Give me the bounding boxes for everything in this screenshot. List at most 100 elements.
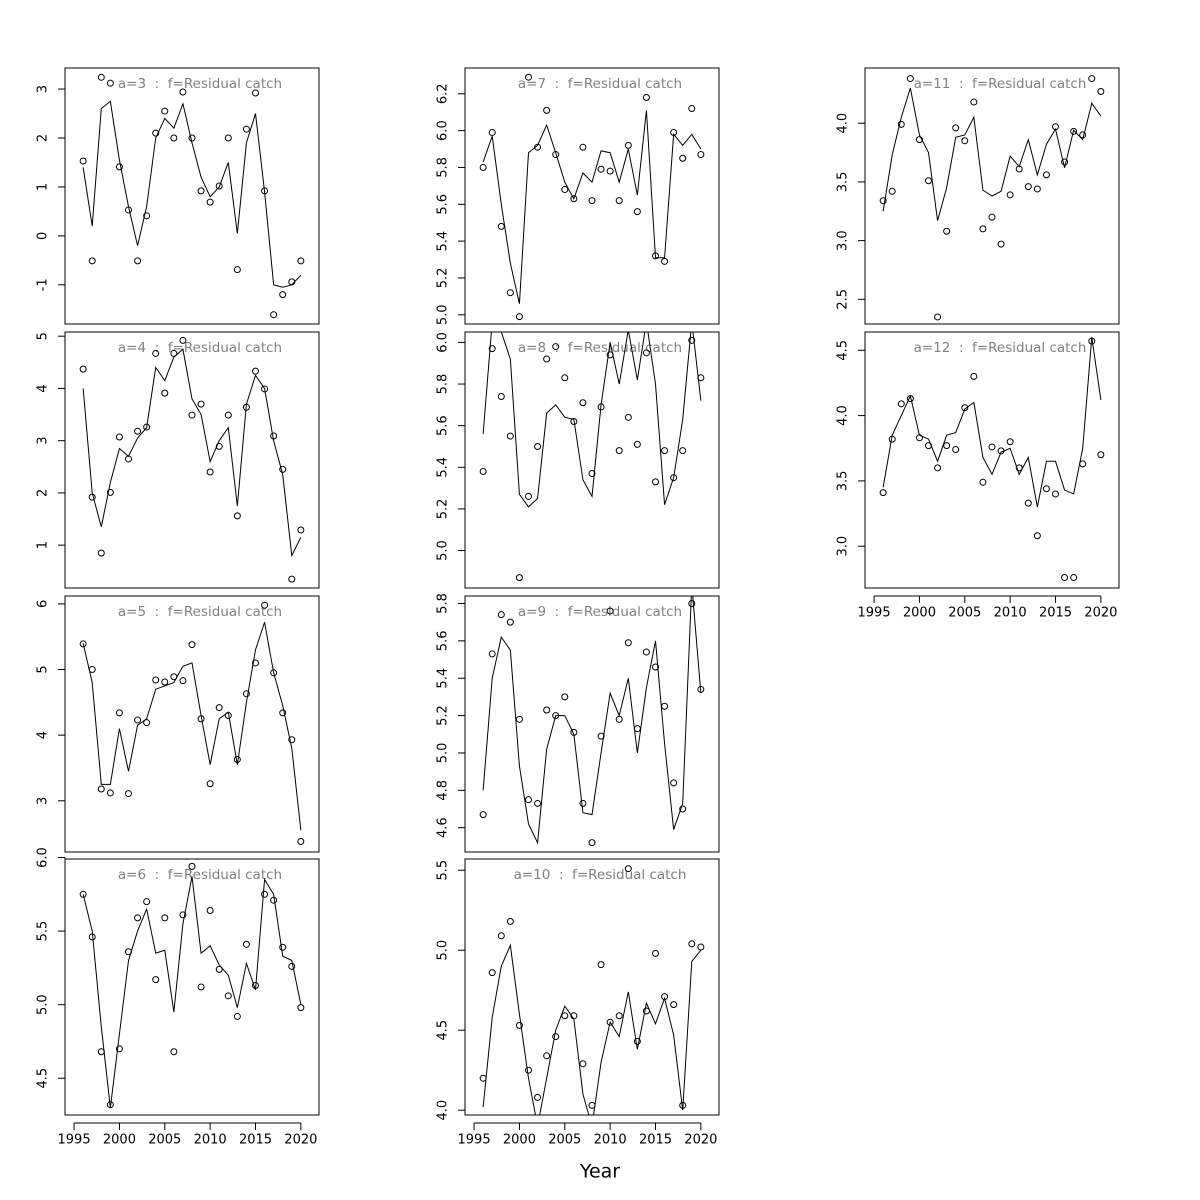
observed-point bbox=[1061, 158, 1069, 166]
observed-point bbox=[152, 129, 160, 137]
observed-point bbox=[152, 976, 160, 984]
observed-point bbox=[688, 105, 696, 113]
observed-point bbox=[1042, 171, 1050, 179]
y-tick-label: 5.2 bbox=[436, 499, 451, 520]
observed-point bbox=[188, 862, 196, 870]
observed-point bbox=[1097, 87, 1105, 95]
observed-point bbox=[1097, 451, 1105, 459]
observed-point bbox=[88, 257, 96, 265]
y-tick-label: 5.6 bbox=[436, 415, 451, 436]
observed-point bbox=[670, 779, 678, 787]
observed-point bbox=[188, 641, 196, 649]
x-tick-label: 2015 bbox=[639, 1133, 672, 1148]
observed-point bbox=[506, 289, 514, 297]
observed-point bbox=[161, 107, 169, 115]
observed-point bbox=[261, 601, 269, 609]
y-tick-label: 2 bbox=[36, 489, 51, 497]
observed-point bbox=[297, 837, 305, 845]
observed-point bbox=[661, 257, 669, 265]
panel: a=8 : f=Residual catch 5.0 5.2 5.4 5.6 5.8 6.0 bbox=[436, 331, 720, 589]
plot-area bbox=[479, 332, 705, 582]
y-tick-label: 6.0 bbox=[436, 120, 451, 141]
plot-area bbox=[879, 337, 1105, 582]
observed-point bbox=[125, 790, 132, 798]
observed-point bbox=[606, 1018, 614, 1026]
observed-point bbox=[206, 780, 214, 788]
panel: a=9 : f=Residual catch 4.6 4.8 5.0 5.2 5.4 5.6… bbox=[436, 593, 720, 853]
panel-title: a=3 : f=Residual catch bbox=[118, 76, 282, 92]
observed-point bbox=[642, 349, 650, 357]
observed-point bbox=[224, 992, 232, 1000]
x-tick-label: 2010 bbox=[594, 1133, 627, 1148]
observed-point bbox=[106, 79, 114, 87]
observed-point bbox=[297, 526, 305, 534]
observed-point bbox=[624, 413, 632, 421]
observed-point bbox=[652, 663, 659, 671]
y-tick-label: 4 bbox=[36, 731, 51, 739]
fitted-line bbox=[882, 337, 1102, 508]
observed-point bbox=[279, 465, 287, 473]
observed-point bbox=[1006, 438, 1014, 446]
observed-point bbox=[525, 492, 532, 500]
observed-point bbox=[79, 890, 87, 898]
observed-point bbox=[224, 411, 232, 419]
x-tick-label: 1995 bbox=[458, 1133, 491, 1148]
x-tick-label: 2010 bbox=[194, 1133, 227, 1148]
y-tick-label: 3.5 bbox=[836, 471, 851, 492]
observed-point bbox=[897, 120, 905, 128]
observed-point bbox=[570, 195, 578, 203]
x-tick-label: 1995 bbox=[858, 606, 891, 621]
y-tick-label: 4.8 bbox=[436, 780, 451, 801]
observed-point bbox=[633, 440, 641, 448]
x-tick-label: 2015 bbox=[239, 1133, 272, 1148]
observed-point bbox=[525, 796, 532, 804]
observed-point bbox=[1033, 185, 1041, 193]
observed-point bbox=[224, 134, 232, 142]
observed-point bbox=[197, 400, 205, 408]
observed-point bbox=[561, 1012, 569, 1020]
panel: a=12 : f=Residual catch 3.0 3.5 4.0 4.5 1995 2… bbox=[836, 331, 1120, 621]
y-tick-label: 5.8 bbox=[436, 374, 451, 395]
observed-point bbox=[497, 611, 505, 619]
panel-title: a=6 : f=Residual catch bbox=[118, 867, 282, 883]
y-tick-label: 1 bbox=[36, 541, 51, 549]
observed-point bbox=[988, 213, 996, 221]
observed-point bbox=[952, 446, 960, 454]
observed-point bbox=[642, 648, 650, 656]
observed-point bbox=[925, 177, 932, 185]
observed-point bbox=[288, 962, 296, 970]
observed-point bbox=[534, 799, 542, 807]
observed-point bbox=[661, 447, 669, 455]
plot-area bbox=[879, 75, 1105, 321]
fitted-line bbox=[482, 943, 702, 1115]
y-tick-label: 4.0 bbox=[836, 113, 851, 134]
panel: a=3 : f=Residual catch -1 0 1 2 3 bbox=[36, 67, 320, 325]
observed-point bbox=[624, 865, 632, 873]
observed-point bbox=[152, 349, 160, 357]
y-tick-label: 5.0 bbox=[436, 540, 451, 561]
observed-point bbox=[488, 969, 496, 977]
observed-point bbox=[915, 136, 923, 144]
observed-point bbox=[115, 709, 123, 717]
observed-point bbox=[179, 336, 187, 344]
observed-point bbox=[115, 1045, 123, 1053]
x-tick-label: 2020 bbox=[1084, 606, 1117, 621]
observed-point bbox=[979, 478, 987, 486]
observed-point bbox=[206, 468, 214, 476]
panel-title: a=4 : f=Residual catch bbox=[118, 340, 282, 356]
observed-point bbox=[988, 443, 996, 451]
observed-point bbox=[624, 639, 632, 647]
observed-point bbox=[679, 805, 687, 813]
observed-point bbox=[588, 470, 596, 478]
observed-point bbox=[1042, 485, 1050, 493]
observed-point bbox=[561, 693, 569, 701]
observed-point bbox=[543, 1052, 551, 1060]
observed-point bbox=[215, 182, 223, 190]
y-tick-label: -1 bbox=[36, 278, 51, 291]
observed-point bbox=[233, 512, 241, 520]
y-tick-label: 5.6 bbox=[436, 631, 451, 652]
plot-area bbox=[79, 601, 305, 845]
y-tick-label: 5.2 bbox=[436, 268, 451, 289]
observed-point bbox=[206, 906, 214, 914]
